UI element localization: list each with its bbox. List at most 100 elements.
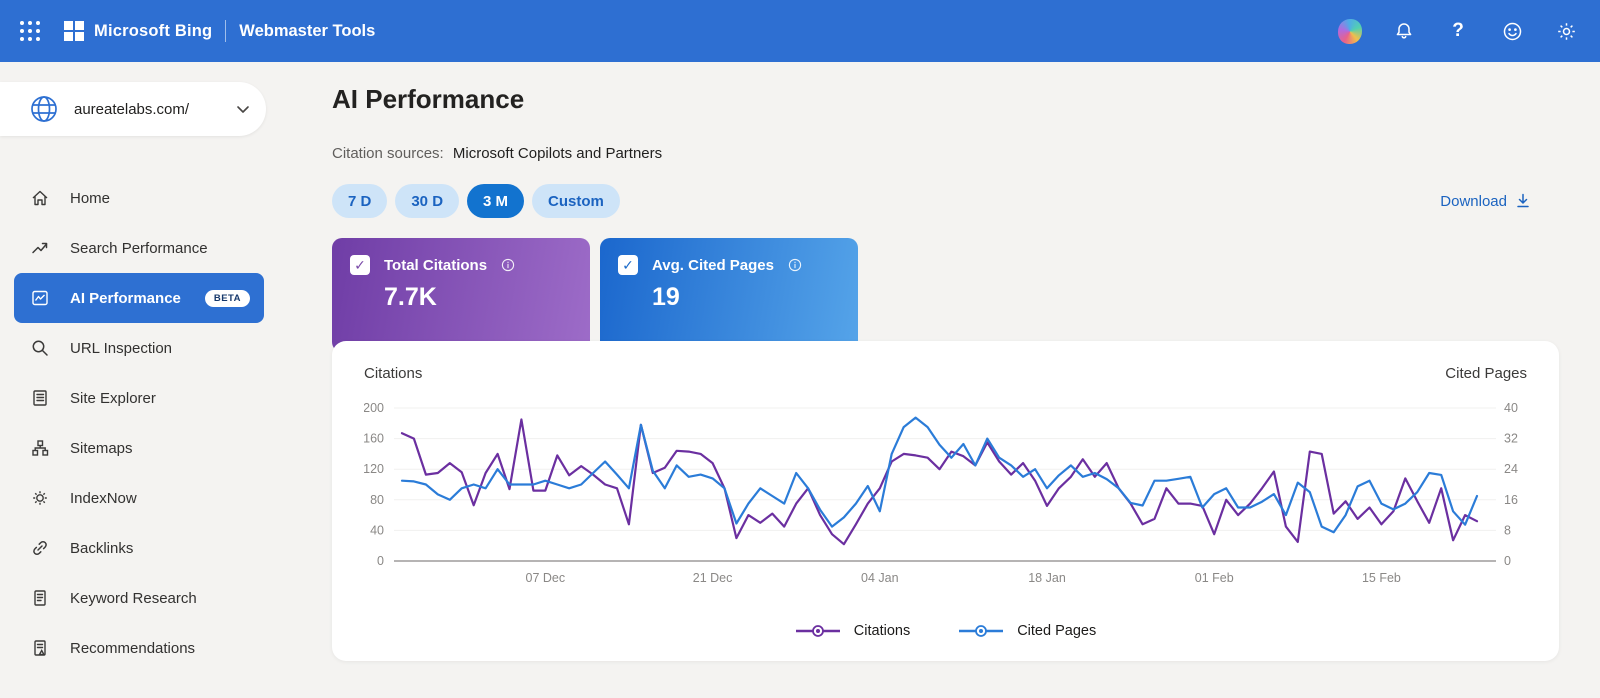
svg-text:8: 8	[1504, 523, 1511, 537]
sidebar-item-label: Site Explorer	[70, 389, 156, 407]
home-icon	[32, 190, 48, 206]
ai-performance-chart-icon	[32, 290, 48, 306]
cited-pages-line-swatch	[959, 625, 1004, 637]
site-selector[interactable]: aureatelabs.com/	[0, 82, 266, 136]
sidebar-item-search-performance[interactable]: Search Performance	[0, 223, 300, 273]
sidebar-item-keyword-research[interactable]: Keyword Research	[0, 573, 300, 623]
app-launcher-waffle-icon[interactable]	[10, 11, 50, 51]
svg-text:21 Dec: 21 Dec	[693, 571, 733, 585]
chevron-down-icon	[237, 106, 249, 113]
magnifier-icon	[32, 340, 48, 356]
download-label: Download	[1440, 192, 1507, 210]
sidebar-item-label: AI Performance	[70, 289, 181, 307]
site-explorer-icon	[33, 390, 47, 406]
svg-text:80: 80	[370, 493, 384, 507]
svg-text:18 Jan: 18 Jan	[1028, 571, 1066, 585]
settings-gear-icon[interactable]	[1554, 19, 1578, 43]
range-3m-button[interactable]: 3 M	[467, 184, 525, 218]
svg-text:40: 40	[1504, 401, 1518, 415]
legend-cited-pages[interactable]: Cited Pages	[958, 623, 1096, 639]
document-icon	[34, 590, 46, 606]
sidebar-item-label: Search Performance	[70, 239, 208, 257]
citation-sources-line: Citation sources: Microsoft Copilots and…	[332, 145, 1600, 162]
microsoft-logo-icon	[64, 21, 84, 41]
range-30d-button[interactable]: 30 D	[395, 184, 460, 218]
chart-card: Citations Cited Pages 0 40 80 120 160 200 0 8 16…	[332, 341, 1559, 661]
citations-line-swatch	[795, 625, 840, 637]
sidebar-item-indexnow[interactable]: IndexNow	[0, 473, 300, 523]
sidebar-item-label: Keyword Research	[70, 589, 197, 607]
avg-cited-pages-checkbox[interactable]: ✓	[618, 255, 638, 275]
citation-sources-label: Citation sources:	[332, 145, 444, 162]
svg-text:24: 24	[1504, 462, 1518, 476]
sidebar-item-home[interactable]: Home	[0, 173, 300, 223]
sidebar-item-recommendations[interactable]: Recommendations	[0, 623, 300, 673]
svg-text:160: 160	[364, 432, 384, 446]
brand-divider	[225, 20, 227, 42]
avg-cited-pages-label: Avg. Cited Pages	[652, 256, 774, 274]
right-axis-title: Cited Pages	[1445, 365, 1527, 382]
help-icon[interactable]: ?	[1452, 20, 1464, 41]
svg-text:200: 200	[364, 401, 384, 415]
sidebar-item-ai-performance[interactable]: AI Performance BETA	[14, 273, 264, 323]
sidebar-nav: Home Search Performance AI Performance B…	[0, 173, 300, 673]
download-link[interactable]: Download	[1440, 192, 1532, 210]
info-icon[interactable]	[788, 258, 802, 272]
sidebar-item-label: IndexNow	[70, 489, 137, 507]
sidebar-item-sitemaps[interactable]: Sitemaps	[0, 423, 300, 473]
chart-legend: Citations Cited Pages	[364, 613, 1527, 649]
total-citations-checkbox[interactable]: ✓	[350, 255, 370, 275]
sidebar-item-backlinks[interactable]: Backlinks	[0, 523, 300, 573]
copilot-icon[interactable]	[1338, 18, 1362, 44]
svg-text:15 Feb: 15 Feb	[1362, 571, 1401, 585]
range-7d-button[interactable]: 7 D	[332, 184, 388, 218]
svg-text:32: 32	[1504, 432, 1518, 446]
total-citations-label: Total Citations	[384, 256, 488, 274]
sidebar-item-label: Sitemaps	[70, 439, 133, 457]
legend-citations[interactable]: Citations	[795, 623, 910, 639]
svg-text:0: 0	[377, 554, 384, 568]
svg-text:40: 40	[370, 523, 384, 537]
avg-cited-pages-value: 19	[652, 283, 680, 311]
site-name: aureatelabs.com/	[74, 100, 190, 118]
page-title: AI Performance	[332, 84, 525, 114]
sidebar-item-url-inspection[interactable]: URL Inspection	[0, 323, 300, 373]
recommendations-icon	[34, 640, 46, 656]
feedback-smiley-icon[interactable]	[1500, 19, 1524, 43]
svg-text:01 Feb: 01 Feb	[1195, 571, 1234, 585]
sidebar: aureatelabs.com/ Home Search Performance	[0, 62, 300, 698]
sidebar-item-label: URL Inspection	[70, 339, 172, 357]
indexnow-gear-icon	[33, 491, 47, 505]
svg-text:07 Dec: 07 Dec	[526, 571, 566, 585]
svg-text:120: 120	[364, 462, 384, 476]
range-custom-button[interactable]: Custom	[532, 184, 620, 218]
sidebar-item-label: Recommendations	[70, 639, 196, 657]
product-title: Webmaster Tools	[239, 21, 376, 40]
legend-citations-label: Citations	[853, 623, 911, 639]
download-icon	[1517, 193, 1529, 208]
citations-cited-pages-chart: 0 40 80 120 160 200 0 8 16 24 32 40 07 Dec 21 Dec 04 J…	[363, 401, 1518, 585]
info-icon[interactable]	[501, 258, 515, 272]
link-icon	[33, 540, 47, 556]
legend-cited-pages-label: Cited Pages	[1017, 623, 1097, 639]
left-axis-title: Citations	[364, 365, 423, 382]
brand-title: Microsoft Bing	[94, 21, 213, 40]
svg-text:0: 0	[1504, 554, 1511, 568]
sidebar-item-label: Backlinks	[70, 539, 134, 557]
globe-icon	[31, 96, 57, 122]
sidebar-item-site-explorer[interactable]: Site Explorer	[0, 373, 300, 423]
sidebar-item-label: Home	[70, 189, 111, 207]
beta-badge: BETA	[204, 289, 250, 307]
date-range-selector: 7 D 30 D 3 M Custom	[332, 184, 620, 218]
metric-cards: ✓ Total Citations 7.7K ✓ Avg. Cited Page…	[332, 238, 1600, 352]
svg-text:16: 16	[1504, 493, 1518, 507]
avg-cited-pages-card[interactable]: ✓ Avg. Cited Pages 19	[600, 238, 858, 352]
total-citations-value: 7.7K	[384, 283, 437, 311]
top-bar: Microsoft Bing Webmaster Tools ?	[0, 0, 1600, 62]
svg-text:04 Jan: 04 Jan	[861, 571, 899, 585]
total-citations-card[interactable]: ✓ Total Citations 7.7K	[332, 238, 590, 352]
trend-arrow-icon	[32, 242, 48, 254]
main-content: AI Performance Citation sources: Microso…	[300, 62, 1600, 698]
notifications-bell-icon[interactable]	[1392, 19, 1416, 43]
citation-sources-value: Microsoft Copilots and Partners	[452, 145, 663, 162]
